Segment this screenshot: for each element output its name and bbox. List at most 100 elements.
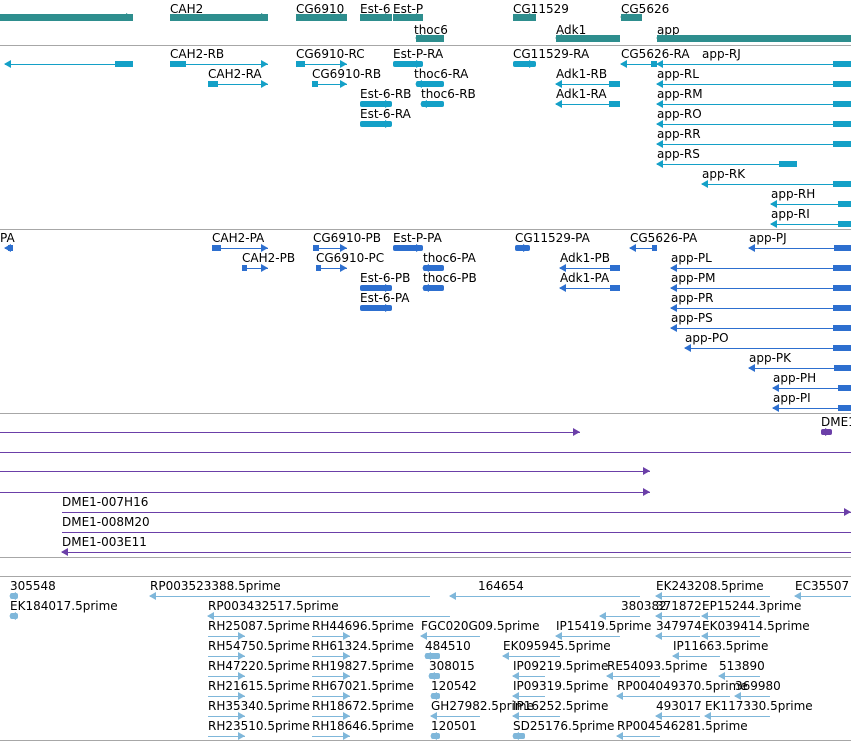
feature-label[interactable]: app-RO	[657, 107, 702, 121]
exon-block[interactable]	[833, 325, 851, 331]
feature-label[interactable]: app-PO	[685, 331, 729, 345]
feature-label[interactable]: Adk1	[556, 23, 587, 37]
feature-label[interactable]: thoc6-RA	[414, 67, 469, 81]
gene-bar[interactable]	[556, 35, 620, 42]
feature-label[interactable]: RP003523388.5prime	[150, 579, 281, 593]
intron-line[interactable]	[773, 388, 851, 389]
intron-line[interactable]	[556, 104, 620, 105]
feature-bar[interactable]	[360, 101, 392, 107]
intron-line[interactable]	[312, 84, 347, 85]
feature-label[interactable]: DME1-003E11	[62, 535, 147, 549]
feature-label[interactable]: 371872	[656, 599, 702, 613]
feature-label[interactable]: Est-6-RB	[360, 87, 412, 101]
intron-line[interactable]	[671, 328, 851, 329]
exon-block[interactable]	[833, 305, 851, 311]
feature-label[interactable]: 120542	[431, 679, 477, 693]
feature-label[interactable]: 308015	[429, 659, 475, 673]
intron-line[interactable]	[312, 676, 350, 677]
feature-label[interactable]: CAH2-PA	[212, 231, 265, 245]
intron-line[interactable]	[671, 268, 851, 269]
exon-block[interactable]	[610, 265, 620, 271]
feature-label[interactable]: RH35340.5prime	[208, 699, 310, 713]
feature-label[interactable]: CAH2	[170, 2, 204, 16]
feature-label[interactable]: SD25176.5prime	[513, 719, 615, 733]
intron-line[interactable]	[685, 348, 851, 349]
intron-line[interactable]	[749, 368, 851, 369]
intron-line[interactable]	[170, 64, 268, 65]
feature-label[interactable]: IP09219.5prime	[513, 659, 609, 673]
intron-line[interactable]	[656, 616, 700, 617]
exon-block[interactable]	[833, 345, 851, 351]
feature-label[interactable]: app	[657, 23, 680, 37]
intron-line[interactable]	[671, 288, 851, 289]
intron-line[interactable]	[312, 696, 350, 697]
exon-block[interactable]	[242, 265, 247, 271]
feature-label[interactable]: CG6910-PB	[313, 231, 382, 245]
intron-line[interactable]	[656, 716, 700, 717]
intron-line[interactable]	[5, 64, 133, 65]
intron-line[interactable]	[312, 636, 350, 637]
feature-bar[interactable]	[425, 653, 440, 659]
intron-line[interactable]	[208, 656, 245, 657]
exon-block[interactable]	[316, 265, 322, 271]
intron-line[interactable]	[617, 696, 730, 697]
gene-bar[interactable]	[296, 14, 347, 21]
feature-label[interactable]: app-PM	[671, 271, 716, 285]
intron-line[interactable]	[312, 716, 350, 717]
intron-line[interactable]	[316, 268, 347, 269]
feature-label[interactable]: 120501	[431, 719, 477, 733]
feature-bar[interactable]	[360, 285, 392, 291]
feature-label[interactable]: RH19827.5prime	[312, 659, 414, 673]
exon-block[interactable]	[170, 61, 187, 67]
feature-bar[interactable]	[360, 305, 392, 311]
intron-line[interactable]	[296, 64, 347, 65]
exon-block[interactable]	[833, 101, 851, 107]
gene-bar[interactable]	[416, 35, 444, 42]
feature-label[interactable]: thoc6	[414, 23, 448, 37]
gene-bar[interactable]	[170, 14, 268, 21]
feature-label[interactable]: app-RS	[657, 147, 700, 161]
feature-label[interactable]: Est-6-PA	[360, 291, 410, 305]
feature-label[interactable]: thoc6-PA	[423, 251, 476, 265]
intron-line[interactable]	[313, 248, 347, 249]
gene-bar[interactable]	[393, 14, 423, 21]
feature-label[interactable]: 380382	[621, 599, 667, 613]
intron-line[interactable]	[656, 596, 770, 597]
exon-block[interactable]	[833, 181, 851, 187]
feature-label[interactable]: app-RJ	[702, 47, 741, 61]
feature-label[interactable]: app-PI	[773, 391, 811, 405]
exon-block[interactable]	[609, 81, 620, 87]
intron-line[interactable]	[208, 736, 245, 737]
intron-line[interactable]	[560, 288, 620, 289]
exon-block[interactable]	[313, 245, 319, 251]
feature-label[interactable]: thoc6-PB	[423, 271, 477, 285]
intron-line[interactable]	[630, 248, 657, 249]
feature-label[interactable]: GH27982.5prime	[431, 699, 534, 713]
intron-line[interactable]	[771, 224, 851, 225]
feature-label[interactable]: app-RK	[702, 167, 746, 181]
exon-block[interactable]	[833, 265, 851, 271]
feature-label[interactable]: RH54750.5prime	[208, 639, 310, 653]
intron-line[interactable]	[621, 64, 657, 65]
feature-label[interactable]: RH18646.5prime	[312, 719, 414, 733]
intron-line[interactable]	[208, 616, 450, 617]
feature-label[interactable]: RH21615.5prime	[208, 679, 310, 693]
feature-label[interactable]: app-RM	[657, 87, 703, 101]
exon-block[interactable]	[837, 201, 851, 207]
feature-label[interactable]: 493017	[656, 699, 702, 713]
feature-label[interactable]: 369980	[735, 679, 781, 693]
exon-block[interactable]	[610, 285, 620, 291]
feature-bar[interactable]	[421, 101, 444, 107]
intron-line[interactable]	[556, 636, 620, 637]
intron-line[interactable]	[600, 616, 640, 617]
intron-line[interactable]	[503, 656, 560, 657]
feature-label[interactable]: RE54093.5prime	[607, 659, 708, 673]
feature-label[interactable]: DME1-007H16	[62, 495, 149, 509]
feature-label[interactable]: Adk1-PB	[560, 251, 610, 265]
feature-bar[interactable]	[416, 81, 444, 87]
intron-line[interactable]	[705, 716, 770, 717]
feature-bar[interactable]	[423, 265, 444, 271]
exon-block[interactable]	[834, 365, 851, 371]
intron-line[interactable]	[749, 248, 851, 249]
intron-line[interactable]	[702, 616, 760, 617]
